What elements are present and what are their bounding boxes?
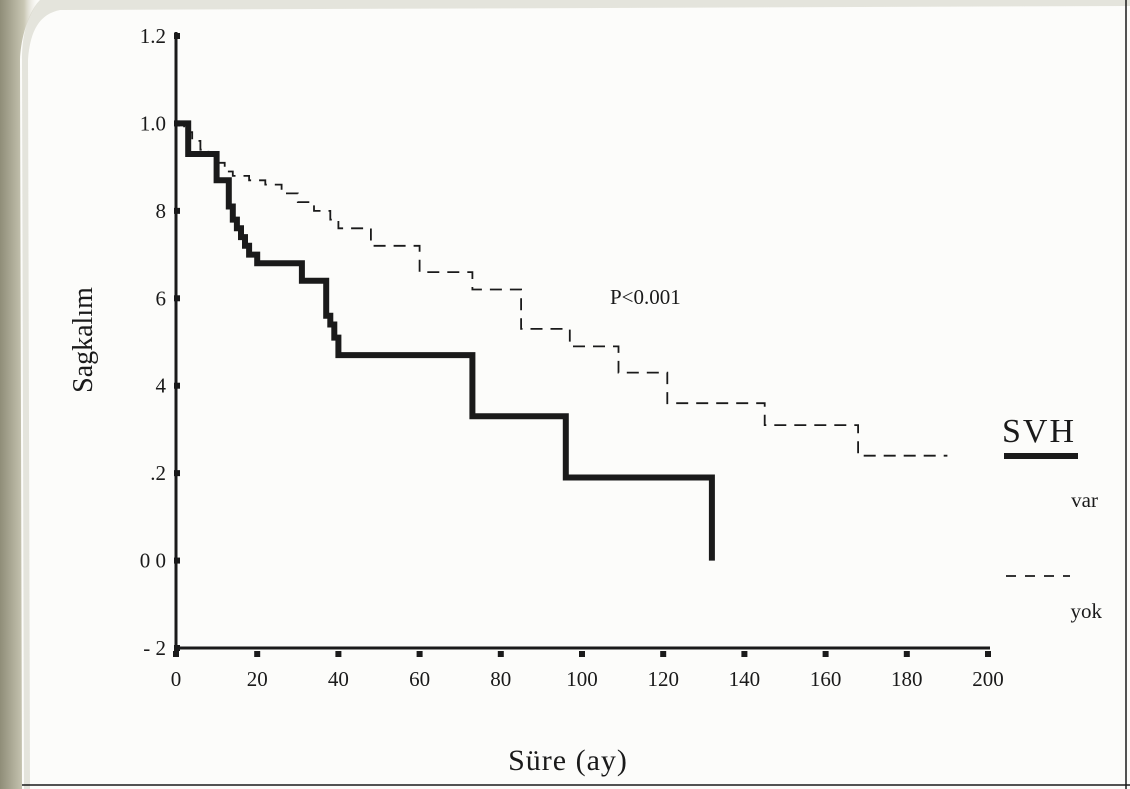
y-tick-mark: [174, 33, 180, 39]
series-layer: [176, 120, 948, 561]
y-tick-label: 0 0: [140, 549, 166, 573]
y-tick-label: 4: [156, 374, 167, 398]
x-tick-label: 120: [647, 667, 679, 691]
legend-title: SVH: [1002, 413, 1076, 450]
y-tick-mark: [174, 470, 180, 477]
x-tick-label: 60: [409, 667, 430, 691]
x-axis-title: Süre (ay): [508, 744, 628, 777]
y-tick-label: 6: [156, 286, 167, 310]
y-tick-label: 1.0: [140, 111, 166, 135]
x-tick-label: 140: [729, 667, 761, 691]
x-tick-label: 80: [490, 667, 511, 691]
legend-label-yok: yok: [1071, 599, 1103, 623]
y-tick-label: - 2: [143, 636, 166, 660]
x-tick-mark: [903, 651, 910, 657]
series-var-line: [176, 120, 715, 561]
x-tick-mark: [416, 651, 423, 657]
x-tick-mark: [985, 651, 991, 657]
y-tick-label: 1.2: [140, 24, 166, 48]
x-tick-label: 20: [247, 667, 268, 691]
axes: [173, 32, 991, 657]
x-tick-mark: [335, 651, 342, 657]
x-tick-label: 180: [891, 667, 923, 691]
x-tick-mark: [822, 651, 829, 657]
series-yok-line: [176, 122, 948, 457]
x-tick-mark: [173, 651, 179, 657]
y-tick-mark: [174, 645, 180, 651]
y-tick-label: .2: [150, 461, 166, 485]
x-tick-mark: [579, 651, 585, 657]
y-tick-mark: [174, 557, 180, 564]
x-tick-mark: [254, 651, 261, 657]
x-tick-mark: [660, 651, 667, 657]
y-tick-mark: [174, 382, 180, 389]
x-tick-label: 100: [566, 667, 598, 691]
y-tick-mark: [174, 295, 180, 302]
x-tick-label: 40: [328, 667, 349, 691]
labels-layer: - 2 0 0 .2 4 6 8 1.0 1.2 0 20 40 60 80 100 120 140 160 18…: [68, 24, 1103, 777]
y-tick-label: 8: [156, 199, 167, 223]
p-value-annotation: P<0.001: [610, 285, 681, 309]
x-tick-label: 0: [171, 667, 182, 691]
legend-label-var: var: [1071, 488, 1098, 512]
x-tick-label: 200: [972, 667, 1004, 691]
x-tick-mark: [497, 651, 504, 657]
y-axis-title: Sagkalım: [68, 287, 99, 393]
y-tick-mark: [174, 207, 180, 214]
x-tick-mark: [741, 651, 748, 657]
x-tick-label: 160: [810, 667, 842, 691]
